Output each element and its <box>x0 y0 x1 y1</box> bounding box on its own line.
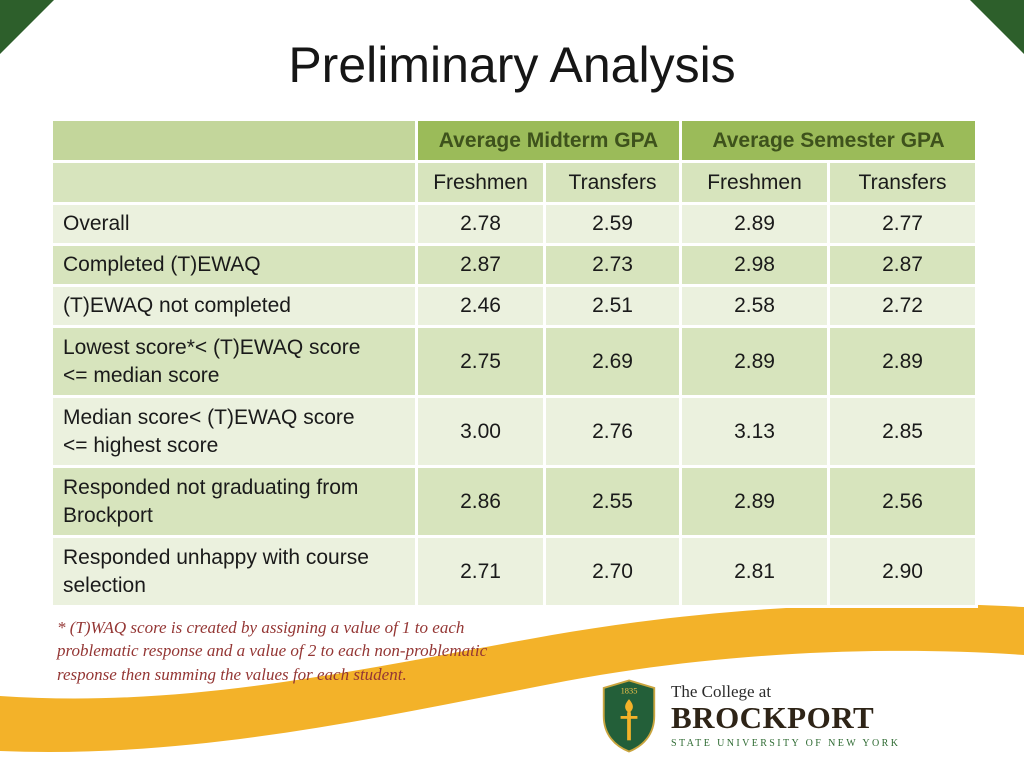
slide-title: Preliminary Analysis <box>288 37 736 93</box>
gpa-value: 3.13 <box>679 395 830 468</box>
gpa-value: 2.75 <box>415 325 546 398</box>
corner-triangle-left <box>0 0 54 54</box>
gpa-value: 2.51 <box>543 284 682 328</box>
brockport-wordmark: The College at BROCKPORT STATE UNIVERSIT… <box>671 681 901 750</box>
subheader-transfers-semester: Transfers <box>826 160 979 205</box>
gpa-value: 2.72 <box>826 284 979 328</box>
gpa-value: 2.89 <box>679 202 830 246</box>
table-corner-cell <box>50 118 418 163</box>
table-row-not-graduating: Responded not graduating from Brockport … <box>50 465 979 538</box>
gpa-value: 2.73 <box>543 243 682 287</box>
gpa-value: 2.87 <box>826 243 979 287</box>
gpa-value: 2.58 <box>679 284 830 328</box>
subheader-freshmen-semester: Freshmen <box>679 160 830 205</box>
logo-suny: STATE UNIVERSITY OF NEW YORK <box>671 738 901 750</box>
gpa-value: 2.76 <box>543 395 682 468</box>
table-row-overall: Overall 2.78 2.59 2.89 2.77 <box>50 202 979 246</box>
gpa-value: 2.46 <box>415 284 546 328</box>
gpa-value: 2.70 <box>543 535 682 608</box>
gpa-value: 2.86 <box>415 465 546 538</box>
table-subheader-row: Freshmen Transfers Freshmen Transfers <box>50 160 979 205</box>
table-row-median-score: Median score< (T)EWAQ score <= highest s… <box>50 395 979 468</box>
logo-brockport: BROCKPORT <box>671 700 875 736</box>
group-header-midterm: Average Midterm GPA <box>415 118 682 163</box>
gpa-value: 2.77 <box>826 202 979 246</box>
row-label: Overall <box>50 202 418 246</box>
row-label: Responded unhappy with course selection <box>50 535 418 608</box>
gpa-value: 2.55 <box>543 465 682 538</box>
subheader-empty-cell <box>50 160 418 205</box>
row-label: Responded not graduating from Brockport <box>50 465 418 538</box>
gpa-value: 2.89 <box>679 325 830 398</box>
gpa-value: 2.87 <box>415 243 546 287</box>
table-row-not-completed: (T)EWAQ not completed 2.46 2.51 2.58 2.7… <box>50 284 979 328</box>
subheader-freshmen-midterm: Freshmen <box>415 160 546 205</box>
corner-triangle-right <box>970 0 1024 54</box>
gpa-value: 2.89 <box>826 325 979 398</box>
gpa-value: 2.89 <box>679 465 830 538</box>
brockport-logo: 1835 The College at BROCKPORT STATE UNIV… <box>600 678 900 754</box>
gpa-value: 2.85 <box>826 395 979 468</box>
logo-college-at: The College at <box>671 681 772 701</box>
row-label: Lowest score*< (T)EWAQ score <= median s… <box>50 325 418 398</box>
gpa-value: 2.56 <box>826 465 979 538</box>
footnote-text: * (T)WAQ score is created by assigning a… <box>57 618 488 684</box>
row-label: Completed (T)EWAQ <box>50 243 418 287</box>
gold-wave-decoration <box>0 604 1024 752</box>
row-label: Median score< (T)EWAQ score <= highest s… <box>50 395 418 468</box>
table-row-lowest-score: Lowest score*< (T)EWAQ score <= median s… <box>50 325 979 398</box>
gpa-value: 2.78 <box>415 202 546 246</box>
gpa-table: Average Midterm GPA Average Semester GPA… <box>50 118 979 608</box>
brockport-shield-icon: 1835 <box>602 679 656 753</box>
gpa-value: 3.00 <box>415 395 546 468</box>
shield-year-text: 1835 <box>621 687 638 696</box>
gpa-value: 2.59 <box>543 202 682 246</box>
table-row-completed: Completed (T)EWAQ 2.87 2.73 2.98 2.87 <box>50 243 979 287</box>
row-label: (T)EWAQ not completed <box>50 284 418 328</box>
table-group-header-row: Average Midterm GPA Average Semester GPA <box>50 118 979 163</box>
gpa-value: 2.98 <box>679 243 830 287</box>
subheader-transfers-midterm: Transfers <box>543 160 682 205</box>
gpa-value: 2.69 <box>543 325 682 398</box>
gpa-value: 2.81 <box>679 535 830 608</box>
table-row-unhappy-course: Responded unhappy with course selection … <box>50 535 979 608</box>
gpa-value: 2.90 <box>826 535 979 608</box>
gpa-value: 2.71 <box>415 535 546 608</box>
group-header-semester: Average Semester GPA <box>678 118 979 163</box>
